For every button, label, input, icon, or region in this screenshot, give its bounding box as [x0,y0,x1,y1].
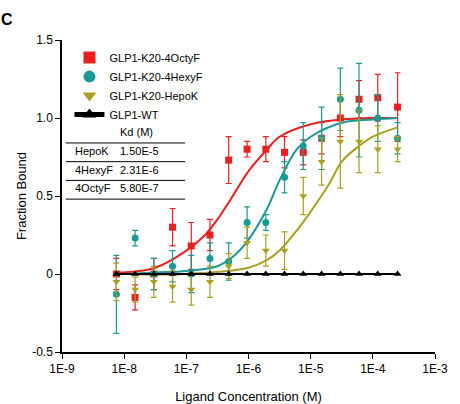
svg-text:GLP1-WT: GLP1-WT [109,109,158,121]
svg-text:GLP1-K20-4HexyF: GLP1-K20-4HexyF [109,71,202,83]
svg-text:4OctyF: 4OctyF [75,182,111,194]
svg-text:1E-8: 1E-8 [111,362,137,376]
svg-text:5.80E-7: 5.80E-7 [120,182,159,194]
svg-text:Ligand Concentration (M): Ligand Concentration (M) [175,389,322,404]
svg-text:1E-4: 1E-4 [360,362,386,376]
svg-text:C: C [1,11,13,28]
svg-text:1.0: 1.0 [36,111,53,125]
svg-text:1.5: 1.5 [36,33,53,47]
svg-text:0.5: 0.5 [36,189,53,203]
svg-text:1.50E-5: 1.50E-5 [120,145,159,157]
svg-text:1E-7: 1E-7 [174,362,200,376]
svg-text:1E-9: 1E-9 [49,362,75,376]
svg-text:1E-5: 1E-5 [298,362,324,376]
svg-text:2.31E-6: 2.31E-6 [120,164,159,176]
svg-text:4HexyF: 4HexyF [75,164,113,176]
svg-text:HepoK: HepoK [75,145,109,157]
svg-text:Fraction Bound: Fraction Bound [14,152,29,240]
svg-text:-0.5: -0.5 [32,345,53,359]
svg-text:GLP1-K20-HepoK: GLP1-K20-HepoK [109,90,198,102]
svg-text:0: 0 [46,267,53,281]
svg-text:1E-6: 1E-6 [236,362,262,376]
svg-text:GLP1-K20-4OctyF: GLP1-K20-4OctyF [109,52,200,64]
svg-text:Kd (M): Kd (M) [120,126,153,138]
svg-text:1E-3: 1E-3 [422,362,448,376]
